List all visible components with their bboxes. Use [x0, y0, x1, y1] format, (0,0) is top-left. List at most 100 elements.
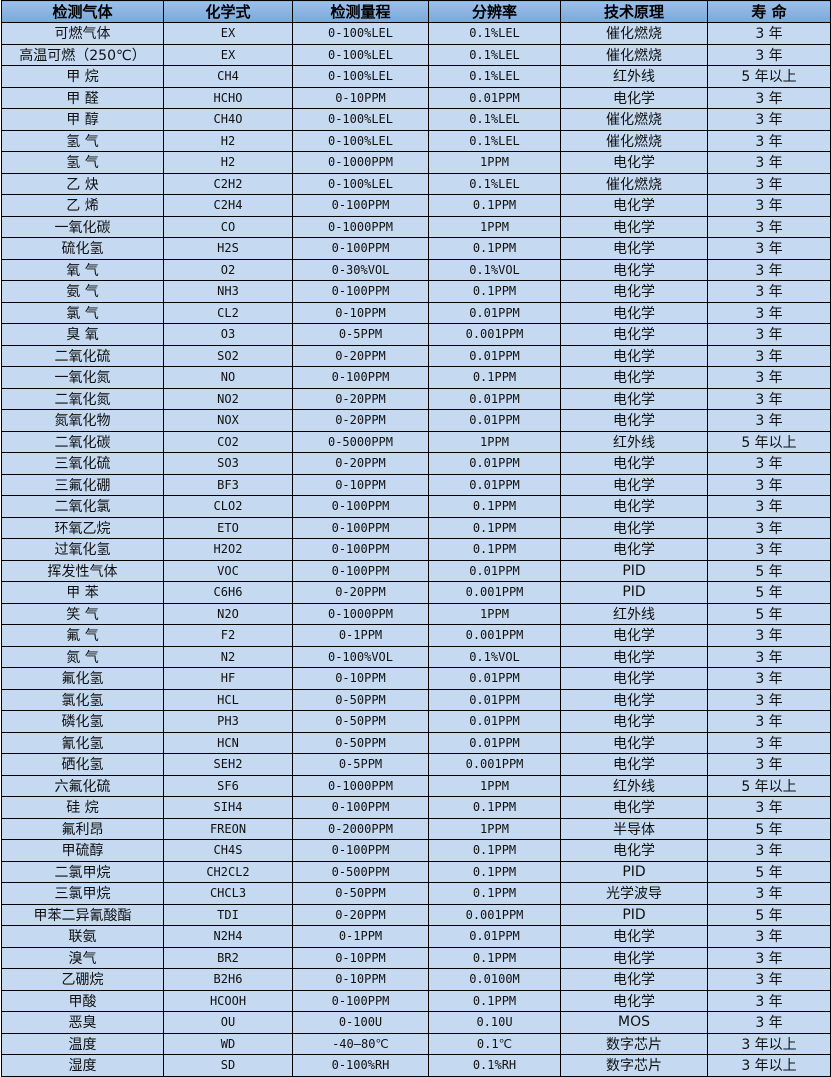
cell-lifetime: 3 年: [707, 194, 831, 217]
cell-range: 0-100PPM: [292, 194, 429, 217]
table-row: 氯化氢 HCL 0-50PPM 0.01PPM 电化学 3 年: [1, 688, 831, 711]
cell-formula: CO: [163, 215, 293, 238]
table-row: 甲 醛 HCHO 0-10PPM 0.01PPM 电化学 3 年: [1, 86, 831, 109]
table-row: 环氧乙烷 ETO 0-100PPM 0.1PPM 电化学 3 年: [1, 516, 831, 539]
cell-principle: 电化学: [560, 301, 708, 324]
cell-range: 0-1000PPM: [292, 215, 429, 238]
table-row: 二氧化氮 NO2 0-20PPM 0.01PPM 电化学 3 年: [1, 387, 831, 410]
cell-principle: 电化学: [560, 989, 708, 1012]
cell-principle: 红外线: [560, 774, 708, 797]
cell-principle: PID: [560, 903, 708, 926]
cell-gas: 一氧化碳: [1, 215, 164, 238]
cell-gas: 氢 气: [1, 129, 164, 152]
cell-principle: 红外线: [560, 602, 708, 625]
table-row: 臭 氧 O3 0-5PPM 0.001PPM 电化学 3 年: [1, 323, 831, 346]
header-lifetime: 寿 命: [707, 0, 831, 23]
cell-range: 0-100PPM: [292, 538, 429, 561]
cell-principle: 电化学: [560, 151, 708, 174]
cell-gas: 二氧化氮: [1, 387, 164, 410]
cell-lifetime: 3 年: [707, 172, 831, 195]
cell-lifetime: 3 年: [707, 86, 831, 109]
table-row: 过氧化氢 H2O2 0-100PPM 0.1PPM 电化学 3 年: [1, 538, 831, 561]
cell-range: 0-100PPM: [292, 516, 429, 539]
cell-gas: 溴气: [1, 946, 164, 969]
cell-lifetime: 3 年: [707, 344, 831, 367]
cell-range: 0-100PPM: [292, 495, 429, 518]
cell-principle: 数字芯片: [560, 1032, 708, 1055]
cell-principle: 电化学: [560, 387, 708, 410]
cell-gas: 乙 烯: [1, 194, 164, 217]
cell-principle: 电化学: [560, 323, 708, 346]
cell-gas: 温度: [1, 1032, 164, 1055]
cell-resolution: 1PPM: [428, 430, 561, 453]
cell-lifetime: 3 年以上: [707, 1032, 831, 1055]
cell-resolution: 1PPM: [428, 602, 561, 625]
table-row: 笑 气 N2O 0-1000PPM 1PPM 红外线 5 年: [1, 602, 831, 625]
cell-formula: EX: [163, 43, 293, 66]
cell-resolution: 0.1%RH: [428, 1054, 561, 1077]
cell-principle: 红外线: [560, 430, 708, 453]
table-row: 二氧化硫 SO2 0-20PPM 0.01PPM 电化学 3 年: [1, 344, 831, 367]
cell-lifetime: 5 年: [707, 581, 831, 604]
cell-range: 0-30%VOL: [292, 258, 429, 281]
cell-lifetime: 3 年: [707, 538, 831, 561]
cell-resolution: 0.1PPM: [428, 989, 561, 1012]
cell-formula: OU: [163, 1011, 293, 1034]
cell-formula: VOC: [163, 559, 293, 582]
table-row: 氟 气 F2 0-1PPM 0.001PPM 电化学 3 年: [1, 624, 831, 647]
cell-resolution: 0.1%VOL: [428, 258, 561, 281]
table-row: 硅 烷 SIH4 0-100PPM 0.1PPM 电化学 3 年: [1, 796, 831, 819]
cell-principle: 红外线: [560, 65, 708, 88]
cell-gas: 甲 醛: [1, 86, 164, 109]
cell-principle: 电化学: [560, 215, 708, 238]
cell-principle: 电化学: [560, 86, 708, 109]
cell-formula: N2: [163, 645, 293, 668]
cell-resolution: 0.1PPM: [428, 839, 561, 862]
cell-resolution: 0.1PPM: [428, 237, 561, 260]
table-row: 甲 烷 CH4 0-100%LEL 0.1%LEL 红外线 5 年以上: [1, 65, 831, 88]
cell-gas: 乙硼烷: [1, 968, 164, 991]
cell-lifetime: 3 年: [707, 409, 831, 432]
cell-resolution: 0.1PPM: [428, 194, 561, 217]
cell-gas: 湿度: [1, 1054, 164, 1077]
cell-lifetime: 3 年: [707, 280, 831, 303]
header-range: 检测量程: [292, 0, 429, 23]
cell-formula: TDI: [163, 903, 293, 926]
table-row: 挥发性气体 VOC 0-100PPM 0.01PPM PID 5 年: [1, 559, 831, 582]
cell-range: 0-10PPM: [292, 946, 429, 969]
table-row: 乙 炔 C2H2 0-100%LEL 0.1%LEL 催化燃烧 3 年: [1, 172, 831, 195]
cell-resolution: 0.01PPM: [428, 667, 561, 690]
cell-range: 0-100PPM: [292, 839, 429, 862]
cell-lifetime: 3 年: [707, 452, 831, 475]
table-row: 三氟化硼 BF3 0-10PPM 0.01PPM 电化学 3 年: [1, 473, 831, 496]
cell-lifetime: 3 年: [707, 989, 831, 1012]
cell-range: 0-10PPM: [292, 968, 429, 991]
cell-range: 0-100%LEL: [292, 129, 429, 152]
cell-lifetime: 5 年: [707, 817, 831, 840]
cell-resolution: 0.1%LEL: [428, 129, 561, 152]
cell-range: 0-1000PPM: [292, 602, 429, 625]
cell-gas: 二氧化硫: [1, 344, 164, 367]
cell-resolution: 0.01PPM: [428, 710, 561, 733]
cell-principle: 电化学: [560, 645, 708, 668]
cell-gas: 氯 气: [1, 301, 164, 324]
cell-range: 0-100%LEL: [292, 108, 429, 131]
table-row: 硫化氢 H2S 0-100PPM 0.1PPM 电化学 3 年: [1, 237, 831, 260]
cell-range: 0-10PPM: [292, 86, 429, 109]
cell-resolution: 0.001PPM: [428, 581, 561, 604]
cell-range: 0-10PPM: [292, 667, 429, 690]
cell-range: 0-100%RH: [292, 1054, 429, 1077]
header-gas: 检测气体: [1, 0, 164, 23]
table-row: 可燃气体 EX 0-100%LEL 0.1%LEL 催化燃烧 3 年: [1, 22, 831, 45]
cell-principle: 催化燃烧: [560, 22, 708, 45]
table-row: 溴气 BR2 0-10PPM 0.1PPM 电化学 3 年: [1, 946, 831, 969]
cell-principle: MOS: [560, 1011, 708, 1034]
cell-formula: H2S: [163, 237, 293, 260]
cell-range: 0-100PPM: [292, 237, 429, 260]
cell-range: 0-5PPM: [292, 323, 429, 346]
cell-lifetime: 3 年: [707, 323, 831, 346]
cell-formula: SIH4: [163, 796, 293, 819]
cell-range: 0-20PPM: [292, 452, 429, 475]
cell-formula: HCOOH: [163, 989, 293, 1012]
